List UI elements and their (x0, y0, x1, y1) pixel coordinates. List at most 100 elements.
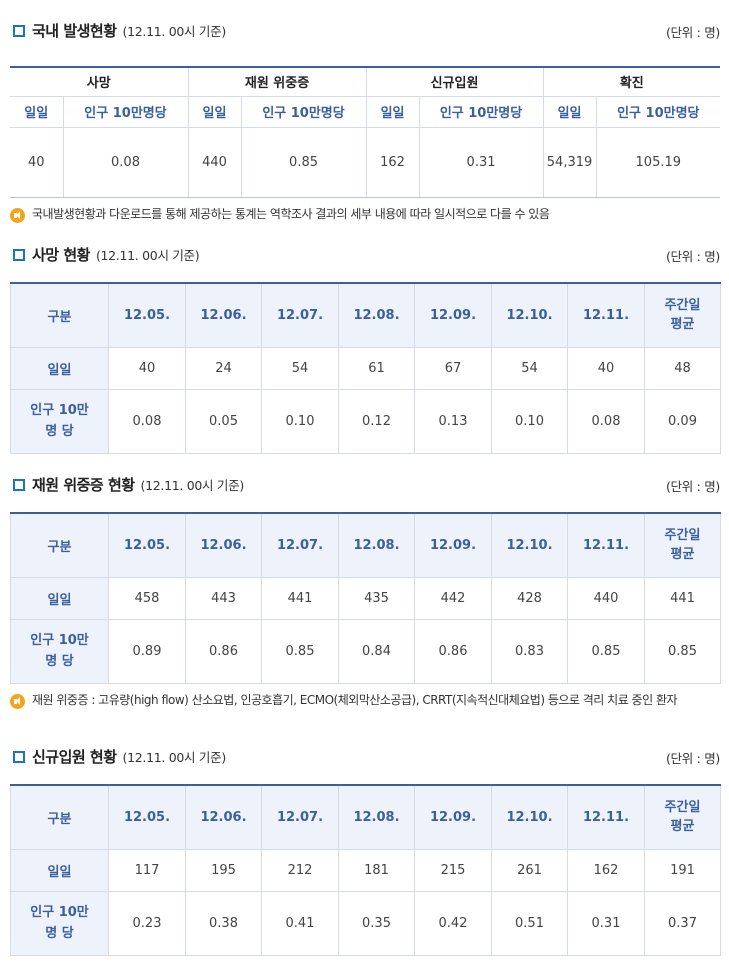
cell: 40 (567, 346, 645, 390)
cell: 0.86 (185, 618, 262, 684)
severe-note: 재원 위중증 : 고유량(high flow) 산소요법, 인공호흡기, ECM… (10, 693, 720, 725)
note-text: 재원 위중증 : 고유량(high flow) 산소요법, 인공호흡기, ECM… (32, 693, 678, 707)
cell: 442 (414, 576, 492, 620)
cell: 261 (491, 848, 568, 892)
confirmed-daily-value: 54,319 (542, 127, 597, 198)
group-admissions: 신규입원 (365, 67, 544, 97)
date-col: 12.06. (185, 785, 262, 850)
cell: 24 (185, 346, 262, 390)
date-col: 12.11. (567, 785, 645, 850)
cell: 0.51 (491, 890, 568, 956)
confirmed-per-value: 105.19 (595, 127, 721, 198)
basis-time: (12.11. 00시 기준) (122, 24, 227, 39)
header-row: 구분 12.05. 12.06. 12.07. 12.08. 12.09. 12… (10, 513, 721, 578)
date-col: 12.09. (414, 513, 492, 578)
cell: 441 (261, 576, 339, 620)
cell: 0.23 (108, 890, 186, 956)
date-col: 12.09. (414, 283, 492, 348)
cell: 67 (414, 346, 492, 390)
bullet-square-icon (13, 751, 25, 763)
sub-per: 인구 10만명당 (595, 96, 721, 128)
domestic-table-wrap: 사망 재원 위중증 신규입원 확진 일일 인구 10만명당 일일 인구 10만명… (10, 66, 721, 198)
sub-daily: 일일 (187, 96, 242, 128)
deaths-table: 구분 12.05. 12.06. 12.07. 12.08. 12.09. 12… (10, 282, 721, 454)
bullet-square-icon (13, 249, 25, 261)
cell: 0.10 (491, 388, 568, 454)
cell: 117 (108, 848, 186, 892)
cell: 0.83 (491, 618, 568, 684)
date-col: 12.06. (185, 513, 262, 578)
weekly-avg-col: 주간일 평균 (644, 283, 721, 348)
bullet-square-icon (13, 479, 25, 491)
cell: 0.09 (644, 388, 721, 454)
date-col: 12.10. (491, 513, 568, 578)
per-row: 인구 10만 명 당 0.23 0.38 0.41 0.35 0.42 0.51 … (10, 890, 721, 956)
daily-row: 일일 458 443 441 435 442 428 440 441 (10, 576, 721, 620)
admissions-per-value: 0.31 (418, 127, 544, 198)
weekly-avg-col: 주간일 평균 (644, 513, 721, 578)
admissions-section: 신규입원 현황 (12.11. 00시 기준) (단위 : 명) (10, 745, 720, 769)
cell: 181 (338, 848, 415, 892)
cell: 0.31 (567, 890, 645, 956)
date-col: 12.09. (414, 785, 492, 850)
severe-table: 구분 12.05. 12.06. 12.07. 12.08. 12.09. 12… (10, 512, 721, 684)
date-col: 12.08. (338, 283, 415, 348)
header-label: 구분 (10, 513, 109, 578)
note-text: 국내발생현황과 다운로드를 통해 제공하는 통계는 역학조사 결과의 세부 내용… (32, 207, 550, 221)
group-severe: 재원 위중증 (187, 67, 367, 97)
cell: 0.08 (567, 388, 645, 454)
cell: 0.84 (338, 618, 415, 684)
domestic-table: 사망 재원 위중증 신규입원 확진 일일 인구 10만명당 일일 인구 10만명… (10, 66, 721, 198)
header-label: 구분 (10, 785, 109, 850)
domestic-note: 국내발생현황과 다운로드를 통해 제공하는 통계는 역학조사 결과의 세부 내용… (10, 207, 720, 225)
unit-label: (단위 : 명) (665, 479, 720, 494)
row-label: 인구 10만 명 당 (10, 890, 109, 956)
cell: 61 (338, 346, 415, 390)
date-col: 12.05. (108, 283, 186, 348)
sub-daily: 일일 (542, 96, 597, 128)
daily-row: 일일 117 195 212 181 215 261 162 191 (10, 848, 721, 892)
group-confirmed: 확진 (542, 67, 721, 97)
date-col: 12.05. (108, 513, 186, 578)
date-col: 12.05. (108, 785, 186, 850)
section-title: 사망 현황 (12.11. 00시 기준) (32, 246, 200, 264)
cell: 443 (185, 576, 262, 620)
severe-section: 재원 위중증 현황 (12.11. 00시 기준) (단위 : 명) (10, 473, 720, 497)
date-col: 12.08. (338, 513, 415, 578)
deaths-daily-value: 40 (10, 127, 63, 198)
cell: 162 (567, 848, 645, 892)
deaths-header: 사망 현황 (12.11. 00시 기준) (단위 : 명) (10, 243, 720, 267)
unit-label: (단위 : 명) (665, 751, 720, 766)
cell: 48 (644, 346, 721, 390)
cell: 0.35 (338, 890, 415, 956)
cell: 0.10 (261, 388, 339, 454)
date-col: 12.10. (491, 785, 568, 850)
header-row: 구분 12.05. 12.06. 12.07. 12.08. 12.09. 12… (10, 283, 721, 348)
cell: 440 (567, 576, 645, 620)
basis-time: (12.11. 00시 기준) (95, 248, 200, 263)
cell: 212 (261, 848, 339, 892)
cell: 428 (491, 576, 568, 620)
sub-daily: 일일 (365, 96, 420, 128)
cell: 0.12 (338, 388, 415, 454)
header-label: 구분 (10, 283, 109, 348)
weekly-avg-col: 주간일 평균 (644, 785, 721, 850)
date-col: 12.10. (491, 283, 568, 348)
cell: 195 (185, 848, 262, 892)
cell: 0.86 (414, 618, 492, 684)
cell: 0.37 (644, 890, 721, 956)
admissions-table: 구분 12.05. 12.06. 12.07. 12.08. 12.09. 12… (10, 784, 721, 956)
section-title: 신규입원 현황 (12.11. 00시 기준) (32, 748, 227, 766)
date-col: 12.07. (261, 785, 339, 850)
per-row: 인구 10만 명 당 0.08 0.05 0.10 0.12 0.13 0.10 … (10, 388, 721, 454)
date-col: 12.07. (261, 513, 339, 578)
cell: 0.05 (185, 388, 262, 454)
unit-label: (단위 : 명) (665, 25, 720, 40)
deaths-table-wrap: 구분 12.05. 12.06. 12.07. 12.08. 12.09. 12… (10, 282, 721, 454)
basis-time: (12.11. 00시 기준) (122, 750, 227, 765)
cell: 191 (644, 848, 721, 892)
cell: 0.85 (567, 618, 645, 684)
cell: 0.08 (108, 388, 186, 454)
severe-daily-value: 440 (187, 127, 242, 198)
section-title: 재원 위중증 현황 (12.11. 00시 기준) (32, 476, 244, 494)
